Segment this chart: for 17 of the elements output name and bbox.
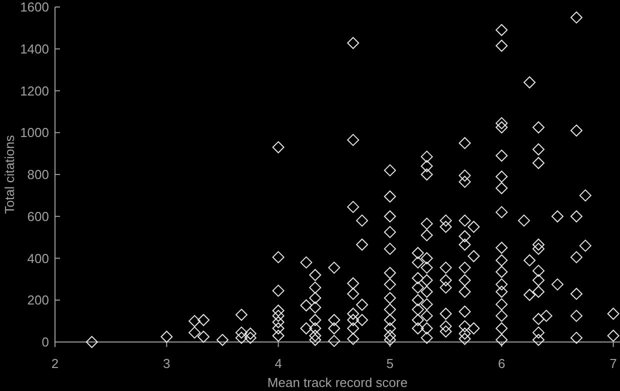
- y-tick-label: 400: [27, 250, 49, 266]
- y-tick-label: 0: [42, 334, 49, 350]
- x-tick-label: 7: [610, 356, 617, 371]
- x-tick-label: 5: [386, 356, 394, 371]
- y-tick-label: 600: [27, 208, 49, 224]
- x-tick-label: 6: [498, 356, 506, 371]
- y-tick-label: 1200: [20, 83, 49, 98]
- y-tick-label: 1400: [20, 41, 49, 56]
- y-axis-title: Total citations: [2, 134, 17, 214]
- x-tick-label: 3: [163, 356, 170, 371]
- y-tick-label: 1000: [20, 125, 49, 140]
- y-tick-label: 200: [27, 292, 49, 308]
- y-tick-label: 800: [27, 167, 49, 182]
- x-tick-label: 2: [51, 356, 59, 371]
- x-tick-label: 4: [274, 356, 282, 371]
- x-axis-title: Mean track record score: [267, 375, 408, 390]
- y-tick-label: 1600: [20, 0, 49, 15]
